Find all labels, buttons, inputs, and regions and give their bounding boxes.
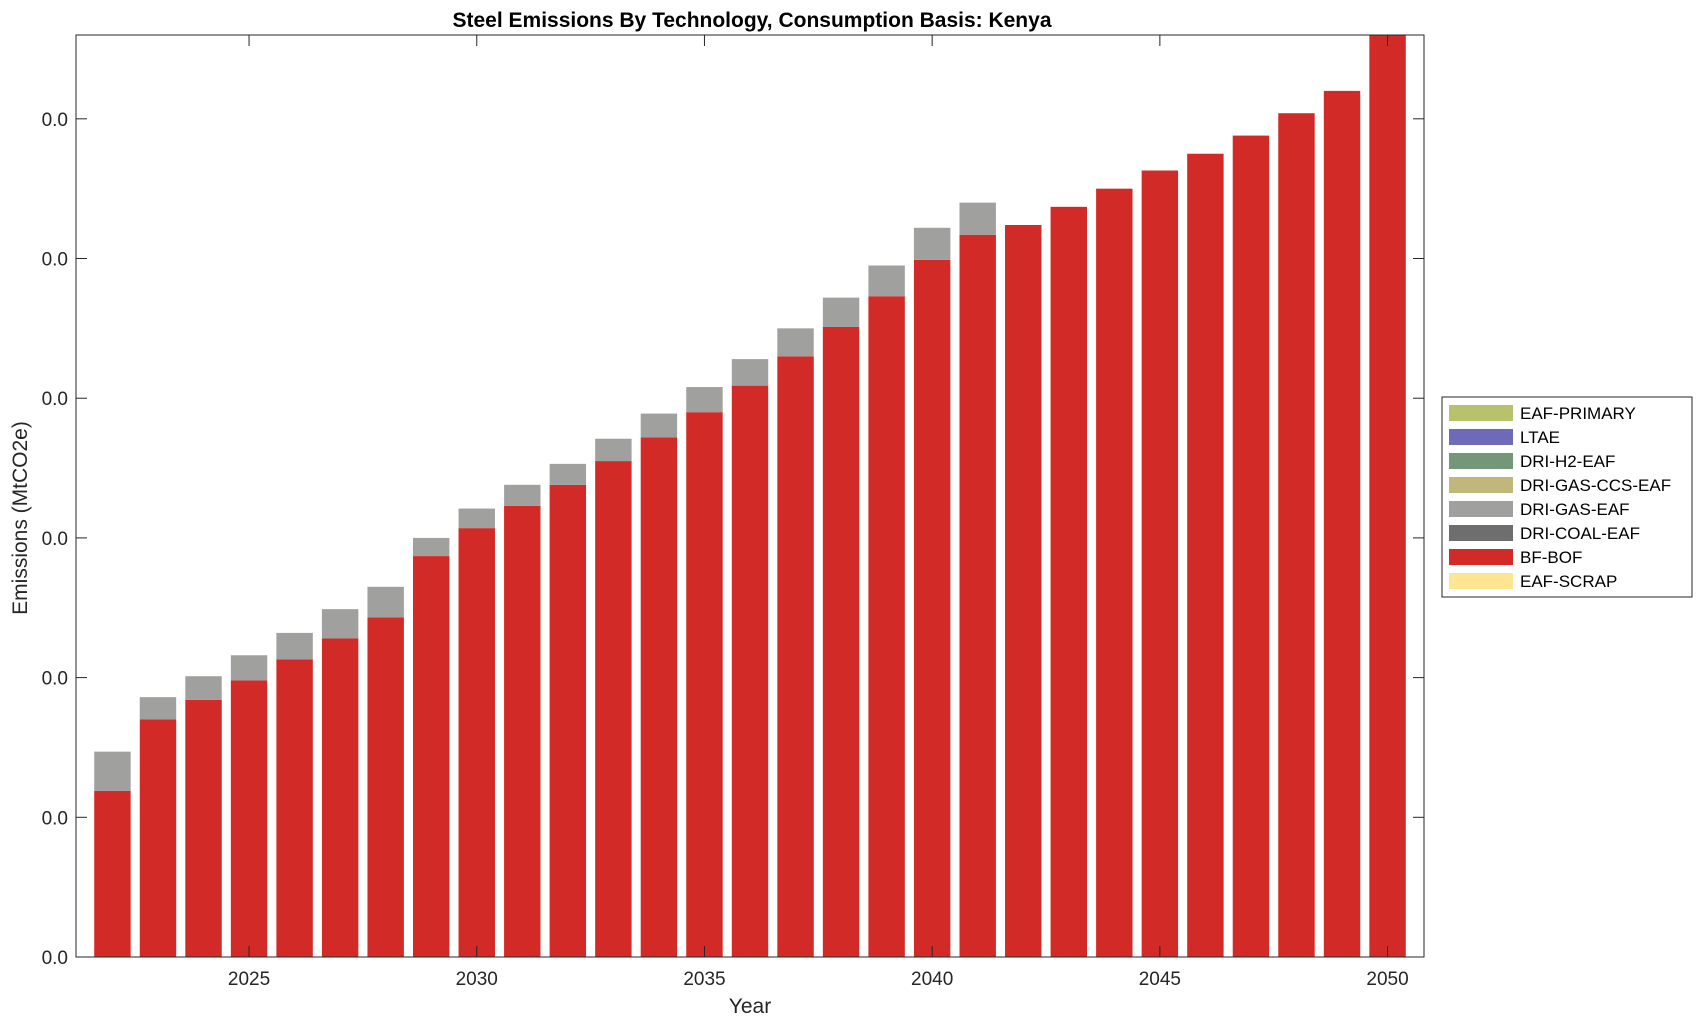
bar-dri-gas-eaf-2037 xyxy=(777,328,814,357)
legend-label-ltae: LTAE xyxy=(1520,428,1560,447)
bar-bf-bof-2030 xyxy=(458,528,495,957)
bar-bf-bof-2028 xyxy=(367,617,404,957)
y-tick-label-3: 0.0 xyxy=(42,529,68,550)
chart-title: Steel Emissions By Technology, Consumpti… xyxy=(452,9,1051,32)
y-tick-label-4: 0.0 xyxy=(42,389,68,410)
y-tick-label-6: 0.0 xyxy=(42,110,68,131)
bar-bf-bof-2022 xyxy=(94,790,131,957)
x-tick-label-2045: 2045 xyxy=(1139,969,1181,990)
bar-bf-bof-2045 xyxy=(1141,170,1179,957)
x-tick-label-2030: 2030 xyxy=(456,969,498,990)
bar-bf-bof-2029 xyxy=(413,556,450,957)
bar-dri-gas-eaf-2039 xyxy=(868,265,905,297)
axes-box xyxy=(75,34,1425,958)
bar-dri-gas-eaf-2036 xyxy=(731,359,769,386)
bar-bf-bof-2032 xyxy=(549,484,587,957)
bar-bf-bof-2023 xyxy=(139,719,177,957)
bar-bf-bof-2024 xyxy=(185,699,222,957)
bar-bf-bof-2042 xyxy=(1005,224,1042,958)
legend-label-dri-coal-eaf: DRI-COAL-EAF xyxy=(1520,524,1640,543)
bar-bf-bof-2025 xyxy=(230,680,268,957)
legend-swatch-eaf-primary xyxy=(1449,405,1513,421)
bar-bf-bof-2046 xyxy=(1187,153,1224,958)
bar-bf-bof-2041 xyxy=(959,234,996,957)
bar-dri-gas-eaf-2025 xyxy=(230,655,268,681)
bar-bf-bof-2049 xyxy=(1323,90,1361,957)
bar-bf-bof-2040 xyxy=(913,259,951,957)
legend-label-bf-bof: BF-BOF xyxy=(1520,548,1582,567)
legend-swatch-dri-coal-eaf xyxy=(1449,525,1513,541)
bar-bf-bof-2027 xyxy=(321,638,359,957)
bar-dri-gas-eaf-2033 xyxy=(595,438,632,462)
legend-label-dri-gas-eaf: DRI-GAS-EAF xyxy=(1520,500,1630,519)
bar-bf-bof-2044 xyxy=(1096,188,1133,958)
y-tick-label-2: 0.0 xyxy=(42,669,68,690)
x-tick-label-2025: 2025 xyxy=(228,969,270,990)
legend-swatch-dri-h2-eaf xyxy=(1449,453,1513,469)
bar-bf-bof-2048 xyxy=(1278,113,1315,958)
bar-dri-gas-eaf-2040 xyxy=(913,227,951,260)
bar-bf-bof-2035 xyxy=(686,412,723,957)
x-axis-label: Year xyxy=(729,995,771,1018)
legend-swatch-eaf-scrap xyxy=(1449,573,1513,589)
bar-bf-bof-2026 xyxy=(276,659,313,957)
x-tick-label-2040: 2040 xyxy=(911,969,953,990)
legend-label-eaf-scrap: EAF-SCRAP xyxy=(1520,572,1617,591)
legend-swatch-ltae xyxy=(1449,429,1513,445)
bar-dri-gas-eaf-2032 xyxy=(549,463,587,485)
bar-bf-bof-2033 xyxy=(595,461,632,957)
bar-dri-gas-eaf-2026 xyxy=(276,632,313,660)
legend-label-eaf-primary: EAF-PRIMARY xyxy=(1520,404,1636,423)
y-tick-label-1: 0.0 xyxy=(42,808,68,829)
bar-bf-bof-2037 xyxy=(777,356,814,957)
bar-dri-gas-eaf-2034 xyxy=(640,413,678,438)
legend-swatch-bf-bof xyxy=(1449,549,1513,565)
legend-label-dri-h2-eaf: DRI-H2-EAF xyxy=(1520,452,1615,471)
bar-dri-gas-eaf-2022 xyxy=(94,751,131,791)
y-tick-label-5: 0.0 xyxy=(42,250,68,271)
bar-dri-gas-eaf-2024 xyxy=(185,676,222,700)
bar-dri-gas-eaf-2028 xyxy=(367,586,404,618)
x-tick-label-2050: 2050 xyxy=(1366,969,1408,990)
bar-dri-gas-eaf-2035 xyxy=(686,387,723,413)
legend-swatch-dri-gas-ccs-eaf xyxy=(1449,477,1513,493)
x-tick-label-2035: 2035 xyxy=(683,969,725,990)
bar-bf-bof-2047 xyxy=(1232,135,1270,957)
legend-label-dri-gas-ccs-eaf: DRI-GAS-CCS-EAF xyxy=(1520,476,1671,495)
y-tick-label-0: 0.0 xyxy=(42,948,68,969)
legend: EAF-PRIMARY LTAE DRI-H2-EAF DRI-GAS-CCS-EAF… xyxy=(1441,396,1693,598)
plot-area: 2025 2030 2035 2040 2045 2050 0.0 0.0 0.0 0.0 0.0 0… xyxy=(42,34,1425,990)
bar-bf-bof-2034 xyxy=(640,437,678,958)
bar-dri-gas-eaf-2023 xyxy=(139,697,177,720)
legend-box xyxy=(1441,396,1693,598)
bar-dri-gas-eaf-2029 xyxy=(413,537,450,557)
y-axis-label: Emissions (MtCO2e) xyxy=(9,421,32,615)
legend-swatch-dri-gas-eaf xyxy=(1449,501,1513,517)
bar-bf-bof-2050 xyxy=(1369,35,1406,957)
bar-bf-bof-2036 xyxy=(731,385,769,957)
bar-dri-gas-eaf-2027 xyxy=(321,609,359,639)
bar-dri-gas-eaf-2031 xyxy=(504,484,541,506)
bar-dri-gas-eaf-2038 xyxy=(822,297,860,327)
bar-dri-gas-eaf-2041 xyxy=(959,202,996,235)
bar-bf-bof-2039 xyxy=(868,296,905,958)
bar-bf-bof-2043 xyxy=(1050,206,1087,957)
bar-dri-gas-eaf-2030 xyxy=(458,508,495,529)
bar-bf-bof-2031 xyxy=(504,505,541,957)
bar-bf-bof-2038 xyxy=(822,326,860,958)
